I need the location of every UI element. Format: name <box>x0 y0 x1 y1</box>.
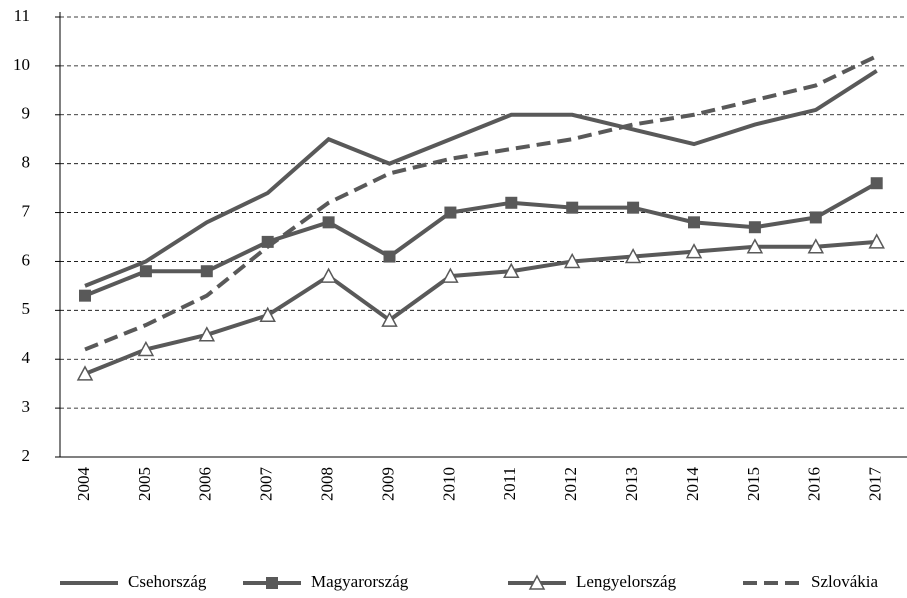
x-tick-label: 2017 <box>866 467 885 502</box>
marker <box>442 267 459 283</box>
marker <box>624 247 642 264</box>
x-tick-label: 2008 <box>318 467 337 501</box>
series-line <box>84 239 877 376</box>
marker <box>137 340 155 357</box>
series-line <box>84 54 878 352</box>
y-tick-label: 8 <box>22 153 31 172</box>
y-tick-label: 2 <box>22 446 31 465</box>
y-tick-label: 6 <box>22 250 31 269</box>
x-tick-label: 2011 <box>500 467 519 500</box>
marker <box>563 252 581 269</box>
x-tick-label: 2004 <box>74 467 93 502</box>
y-tick-label: 5 <box>22 299 31 318</box>
marker <box>566 201 579 214</box>
marker <box>627 201 640 214</box>
marker <box>505 196 518 209</box>
marker <box>266 577 278 589</box>
marker <box>198 326 216 342</box>
legend-label: Szlovákia <box>811 572 878 591</box>
marker <box>807 238 825 254</box>
marker <box>259 306 276 322</box>
legend-label: Lengyelország <box>576 572 677 591</box>
x-tick-label: 2016 <box>805 467 824 501</box>
marker <box>809 211 822 224</box>
legend-item: Lengyelország <box>508 572 677 591</box>
y-tick-label: 10 <box>13 55 30 74</box>
y-tick-label: 11 <box>14 6 30 25</box>
marker <box>688 216 700 229</box>
legend-label: Csehország <box>128 572 207 591</box>
x-tick-label: 2014 <box>683 467 702 502</box>
x-tick-label: 2005 <box>135 467 154 501</box>
legend-item: Magyarország <box>243 572 409 591</box>
marker <box>200 265 213 278</box>
series-line <box>84 69 878 288</box>
marker <box>444 206 457 219</box>
legend-label: Magyarország <box>311 572 409 591</box>
x-tick-label: 2015 <box>744 467 763 501</box>
marker <box>868 233 885 249</box>
x-tick-label: 2010 <box>439 467 458 501</box>
marker <box>76 365 94 381</box>
marker <box>685 243 703 259</box>
legend-item: Szlovákia <box>743 572 878 591</box>
y-tick-label: 9 <box>22 104 31 123</box>
x-tick-label: 2013 <box>622 467 641 501</box>
marker <box>383 250 396 263</box>
x-tick-label: 2006 <box>196 467 215 501</box>
marker <box>79 289 91 302</box>
y-tick-label: 4 <box>22 348 31 367</box>
marker <box>870 177 883 190</box>
marker <box>746 238 764 254</box>
marker <box>139 265 152 278</box>
marker <box>320 267 337 283</box>
marker <box>503 262 520 278</box>
y-tick-label: 3 <box>22 397 31 416</box>
marker <box>748 221 761 234</box>
y-tick-label: 7 <box>22 201 31 220</box>
x-tick-label: 2007 <box>257 467 276 502</box>
legend-item: Csehország <box>60 572 207 591</box>
marker <box>528 574 546 590</box>
series-line <box>84 181 878 298</box>
marker <box>381 311 398 327</box>
marker <box>322 216 335 229</box>
x-tick-label: 2009 <box>378 467 397 501</box>
x-tick-label: 2012 <box>561 467 580 501</box>
